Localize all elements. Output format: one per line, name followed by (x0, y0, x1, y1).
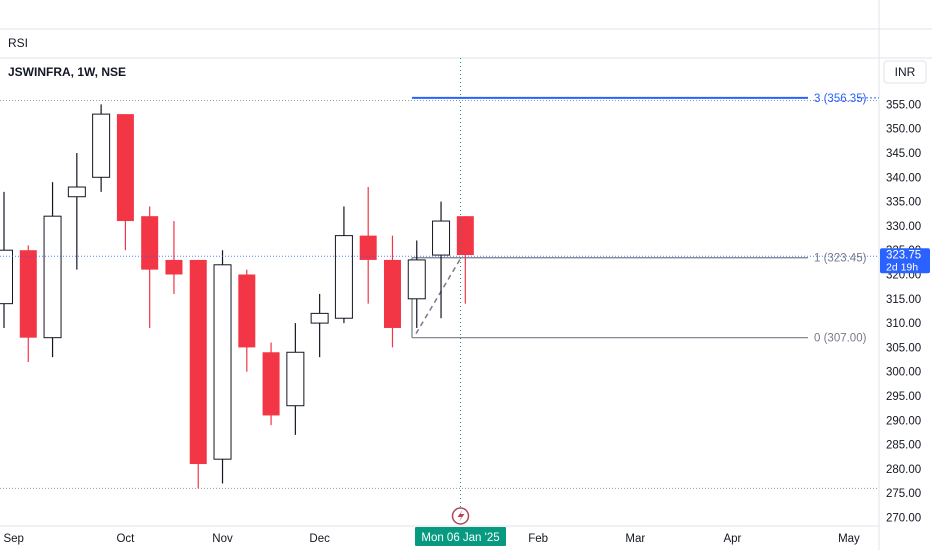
crosshair-date-tag: Mon 06 Jan '25 (415, 527, 506, 546)
price-tick-label[interactable]: 335.00 (886, 197, 921, 209)
fib-level-label: 3 (356.35) (814, 93, 867, 105)
time-tick-label[interactable]: Feb (528, 533, 548, 545)
candle (116, 114, 134, 251)
candle-body-down (383, 259, 401, 328)
indicator-label[interactable]: RSI (8, 36, 28, 50)
price-tick-label[interactable]: 330.00 (886, 221, 921, 233)
price-tick-label[interactable]: 295.00 (886, 391, 921, 403)
candle (238, 269, 256, 372)
candle-body-up (92, 113, 111, 178)
price-tick-label[interactable]: 315.00 (886, 294, 921, 306)
candle (141, 206, 159, 328)
price-tag-value: 323.75 (886, 249, 921, 261)
time-tick-label[interactable]: May (838, 533, 860, 545)
candle-body-down (19, 250, 37, 338)
price-tick-label[interactable]: 305.00 (886, 342, 921, 354)
fib-trend-line[interactable] (415, 257, 462, 335)
fib-level-label: 1 (323.45) (814, 253, 867, 265)
price-tick-label[interactable]: 310.00 (886, 318, 921, 330)
candle (310, 293, 329, 358)
candle (92, 104, 111, 192)
symbol-label[interactable]: JSWINFRA, 1W, NSE (8, 65, 126, 79)
candle (0, 191, 13, 328)
date-tag-label: Mon 06 Jan '25 (421, 532, 499, 544)
candle-body-up (213, 264, 232, 460)
candle (165, 221, 183, 294)
candle (407, 240, 426, 328)
price-tick-label[interactable]: 340.00 (886, 172, 921, 184)
candle (286, 323, 305, 435)
candle-body-up (334, 235, 353, 319)
price-tick-label[interactable]: 350.00 (886, 124, 921, 136)
candle-body-down (141, 216, 159, 270)
candle (43, 182, 62, 358)
candle (213, 250, 232, 484)
crosshair (451, 58, 470, 526)
candle (19, 245, 37, 362)
candle-body-up (43, 215, 62, 339)
price-tick-label[interactable]: 275.00 (886, 488, 921, 500)
price-tick-label[interactable]: 290.00 (886, 415, 921, 427)
candle-body-up (432, 220, 451, 256)
time-tick-label[interactable]: Sep (3, 533, 23, 545)
candle-body-up (0, 249, 13, 305)
candle-body-down (262, 352, 280, 416)
candle (334, 206, 353, 324)
candle-body-down (116, 114, 134, 222)
price-tick-label[interactable]: 270.00 (886, 513, 921, 525)
price-tag-countdown: 2d 19h (886, 261, 918, 273)
reference-lines (0, 100, 879, 489)
candle-body-down (165, 259, 183, 275)
candle-body-down (359, 235, 377, 260)
candle (456, 216, 474, 304)
flash-event-icon[interactable] (451, 507, 470, 525)
candle (383, 235, 401, 348)
candle-body-up (407, 259, 426, 300)
candle (67, 153, 86, 270)
time-tick-label[interactable]: Nov (212, 533, 233, 545)
price-tag-bg (880, 248, 930, 274)
date-tag-bg (415, 527, 506, 546)
fib-level-label: 0 (307.00) (814, 333, 867, 345)
price-tick-label[interactable]: 300.00 (886, 367, 921, 379)
candle-body-down (238, 274, 256, 348)
candle-body-down (189, 259, 207, 465)
time-tick-label[interactable]: Mar (625, 533, 645, 545)
candles (0, 104, 879, 489)
time-axis[interactable]: Sep Oct Nov Dec Feb Mar Apr May (3, 533, 860, 545)
time-tick-label[interactable]: Dec (309, 533, 330, 545)
candle-body-up (286, 351, 305, 407)
currency-label[interactable]: INR (895, 65, 916, 79)
price-tick-label[interactable]: 285.00 (886, 440, 921, 452)
lightning-icon (457, 510, 465, 522)
price-tick-label[interactable]: 345.00 (886, 148, 921, 160)
candle-body-down (456, 216, 474, 256)
fib-extension-tool[interactable]: 3 (356.35) 1 (323.45) 0 (307.00) (411, 93, 879, 345)
candle-body-up (67, 186, 86, 198)
candle-body-up (310, 312, 329, 324)
candle (189, 259, 207, 489)
time-tick-label[interactable]: Oct (116, 533, 135, 545)
candle (359, 187, 377, 304)
candle (432, 201, 451, 319)
price-tick-label[interactable]: 280.00 (886, 464, 921, 476)
time-tick-label[interactable]: Apr (723, 533, 741, 545)
price-tick-label[interactable]: 355.00 (886, 99, 921, 111)
currency-button[interactable]: INR (883, 60, 927, 84)
price-axis[interactable]: 270.00 275.00 280.00 285.00 290.00 295.00 300.… (886, 99, 921, 524)
candle (262, 342, 280, 426)
